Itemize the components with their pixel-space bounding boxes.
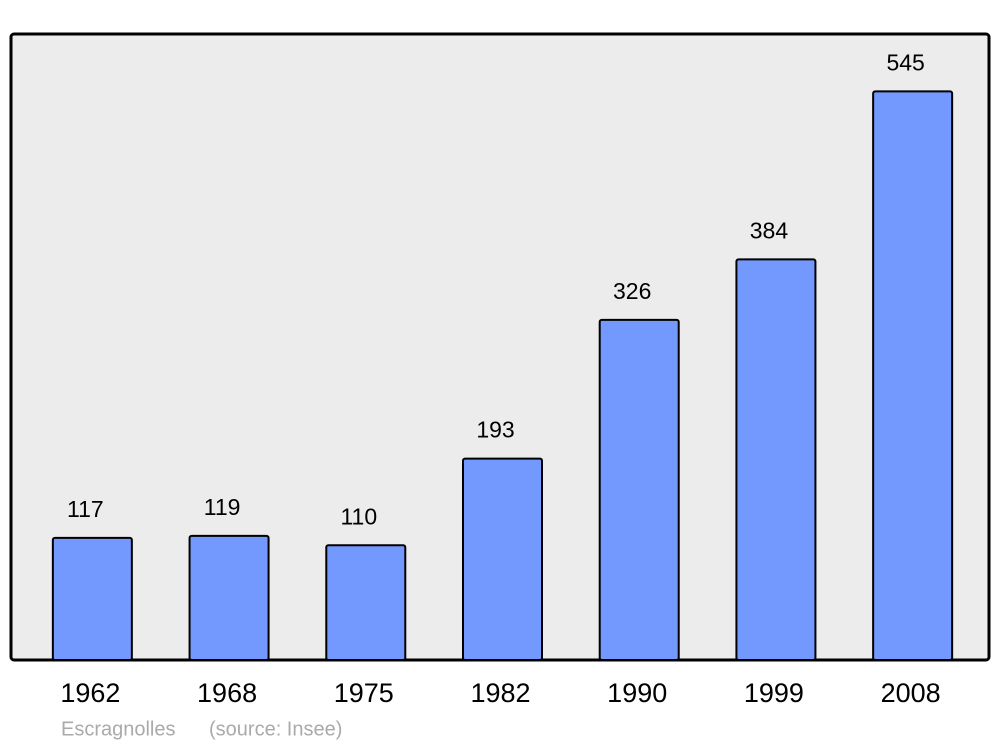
x-tick-label: 1962: [60, 678, 120, 708]
x-tick-label: 1982: [470, 678, 530, 708]
value-label: 326: [613, 278, 651, 304]
value-label: 545: [886, 49, 924, 75]
value-label: 119: [204, 494, 241, 520]
x-tick-label: 1975: [334, 678, 394, 708]
x-tick-label: 1968: [197, 678, 257, 708]
caption: Escragnolles: [61, 718, 176, 740]
bar: [188, 534, 270, 661]
bar: [325, 544, 407, 662]
x-tick-label: 2008: [881, 678, 941, 708]
value-label: 384: [750, 217, 789, 243]
x-tick-label: 1999: [744, 678, 804, 708]
source: (source: Insee): [209, 718, 342, 740]
value-label: 110: [340, 503, 377, 529]
bar: [462, 457, 543, 661]
bar: [51, 536, 133, 661]
value-label: 193: [476, 417, 514, 443]
x-tick-label: 1990: [607, 678, 667, 708]
bar: [735, 258, 817, 661]
bar: [598, 318, 680, 661]
value-label: 117: [67, 496, 104, 522]
bar: [872, 90, 954, 661]
